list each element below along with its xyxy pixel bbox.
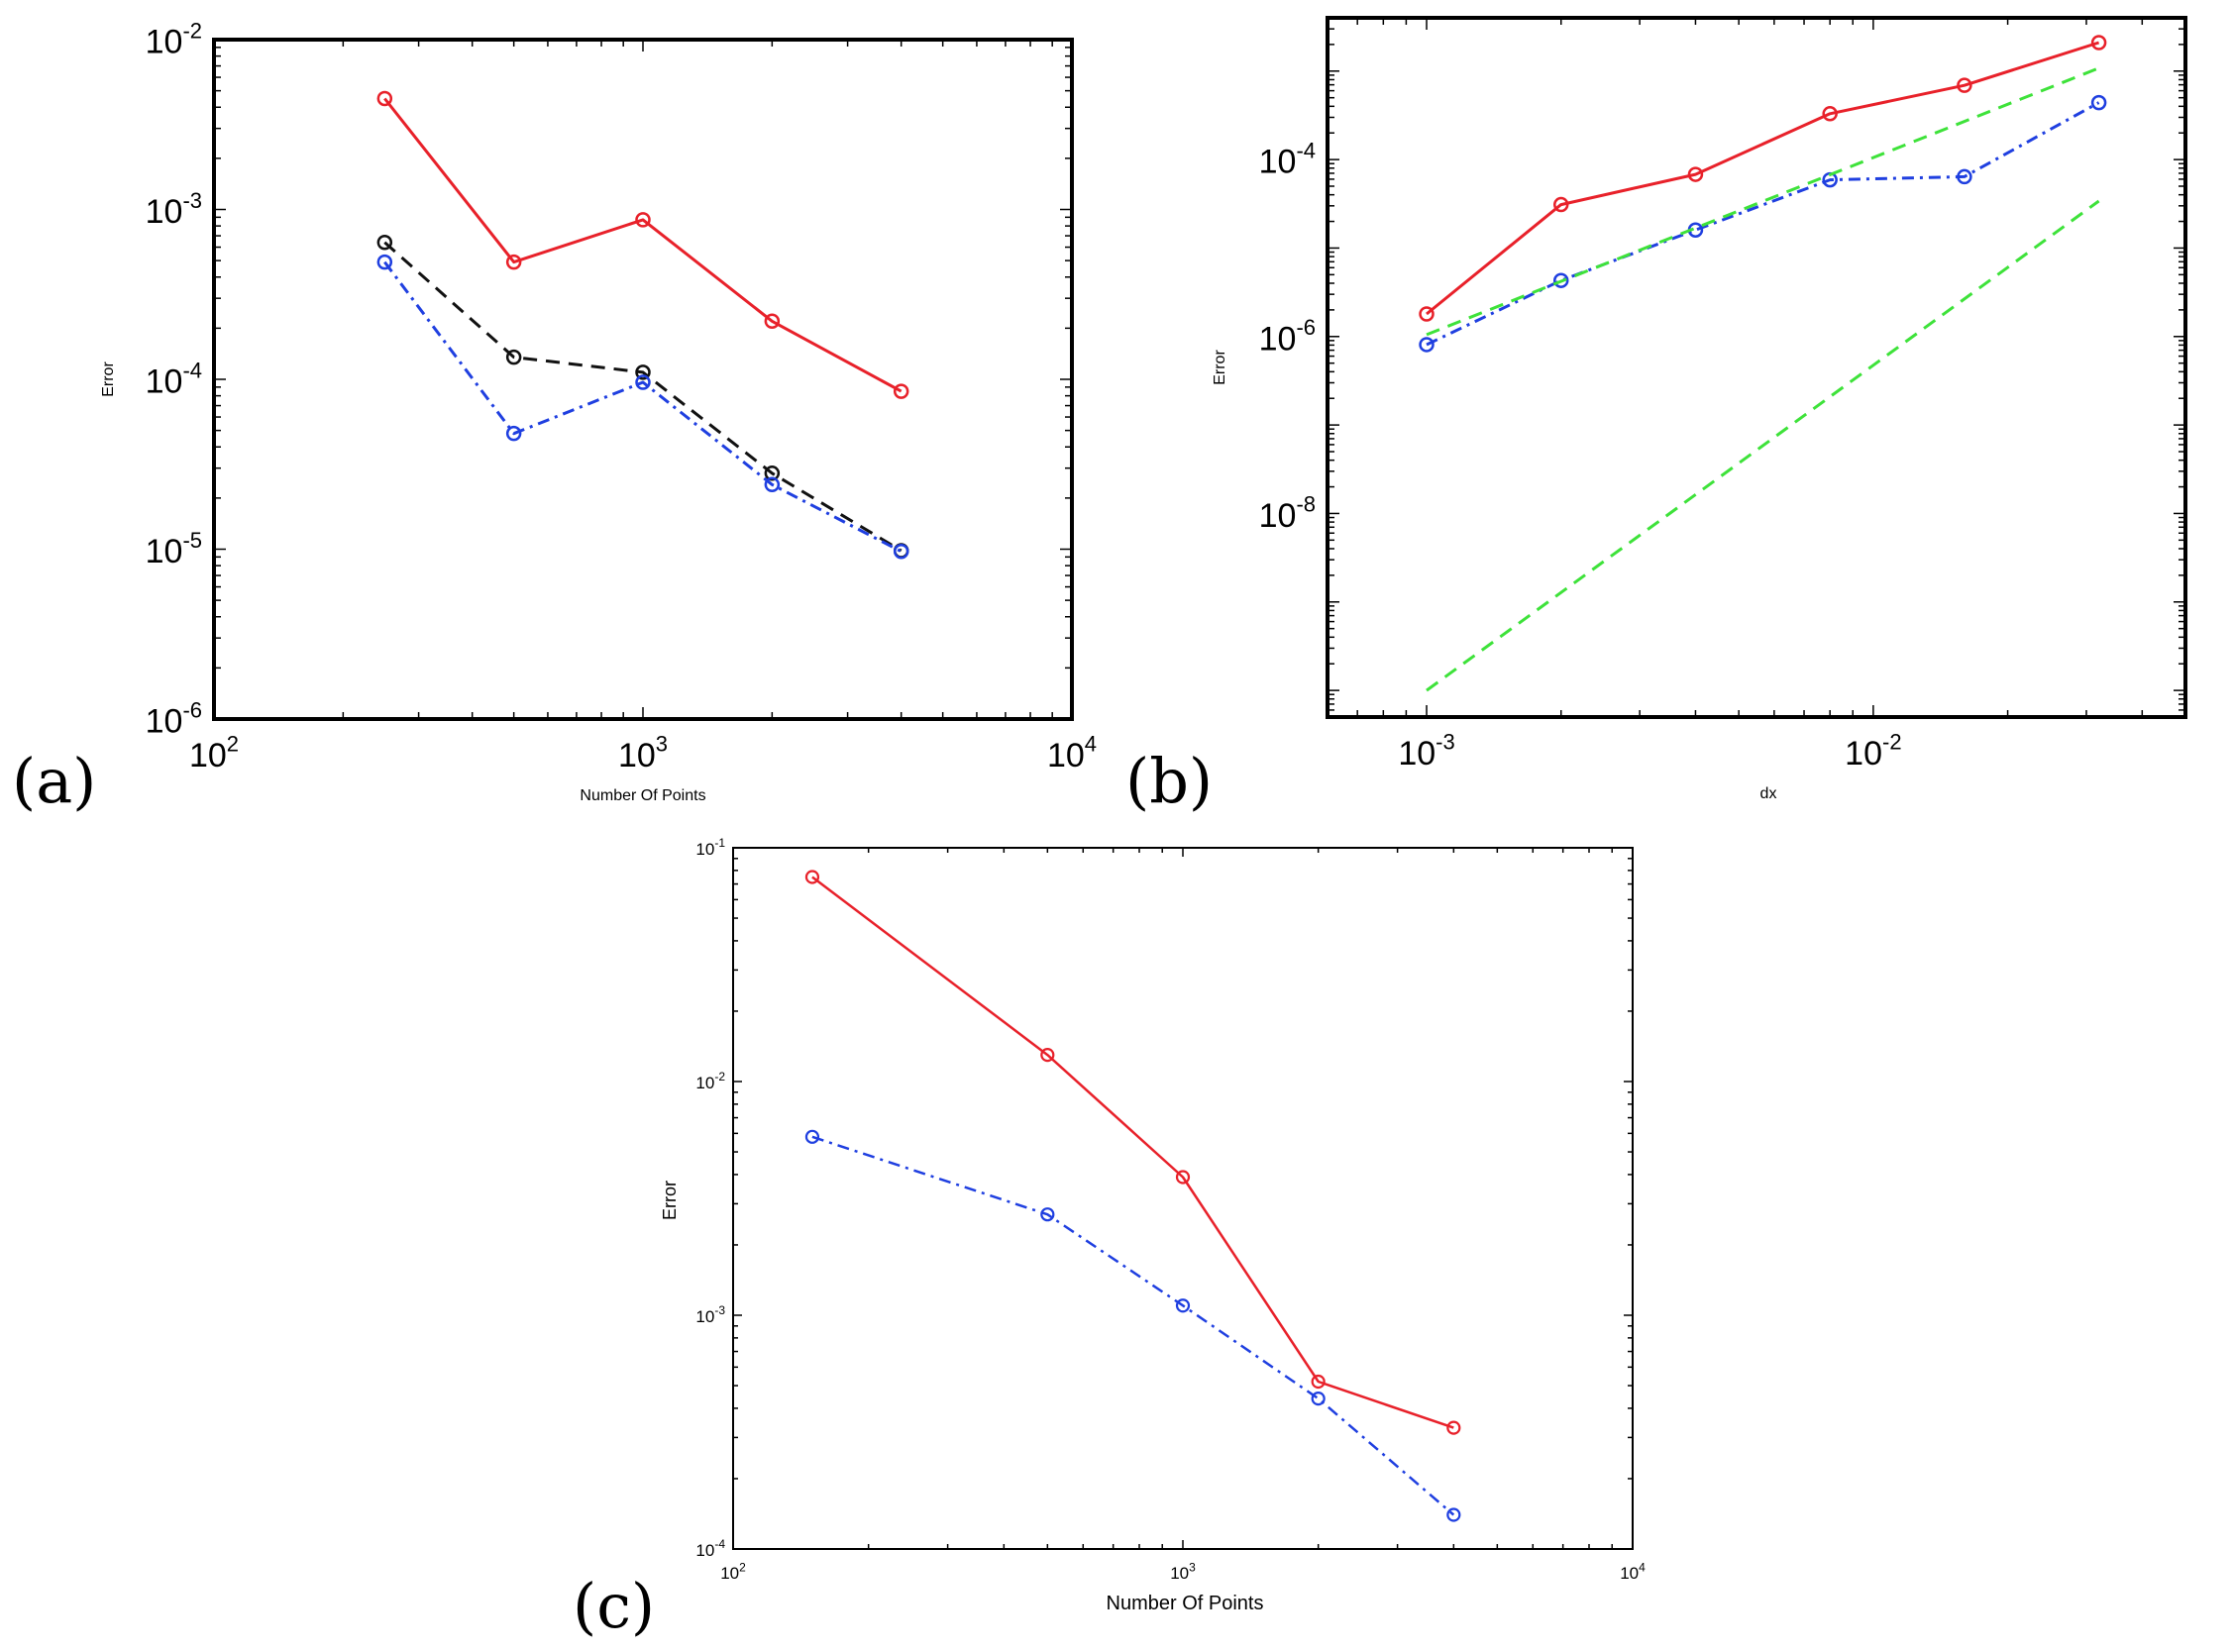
axis-ticks <box>732 847 1634 1550</box>
x-tick-label: 104 <box>1620 1560 1646 1583</box>
data-point-red <box>1446 1420 1461 1435</box>
y-tick-label: 10-3 <box>695 1303 725 1326</box>
series-line-red <box>811 876 1454 1429</box>
data-series <box>1419 35 2107 692</box>
data-point-red <box>505 254 522 270</box>
data-series <box>804 870 1461 1522</box>
x-tick-label: 104 <box>1047 732 1097 774</box>
data-point-red <box>764 313 781 330</box>
x-axis-label: Number Of Points <box>1107 1593 1264 1614</box>
data-point-red <box>1822 106 1838 122</box>
data-point-blue <box>635 374 651 390</box>
tick-labels: 102 103 104 10-6 10-5 10-4 10-3 10-2 <box>146 18 1097 774</box>
x-tick-label: 103 <box>1170 1560 1196 1583</box>
y-axis-label: Error <box>660 1181 680 1220</box>
data-point-black <box>376 234 393 251</box>
data-point-red <box>1175 1170 1191 1185</box>
x-tick-label: 10-3 <box>1398 730 1454 773</box>
axis-ticks <box>213 39 1073 720</box>
data-point-red <box>893 383 909 399</box>
tick-labels: 102 103 104 10-4 10-3 10-2 10-1 <box>695 836 1646 1583</box>
data-point-blue <box>505 425 522 442</box>
y-tick-label: 10-2 <box>146 18 202 60</box>
series-line-green-reference-2 <box>1426 199 2100 692</box>
x-tick-label: 102 <box>720 1560 746 1583</box>
data-point-red <box>804 870 820 884</box>
y-tick-label: 10-1 <box>695 836 725 859</box>
tick-labels: 10-3 10-2 10-8 10-6 10-4 <box>1259 138 1902 773</box>
data-point-blue <box>1040 1207 1055 1222</box>
series-line-blue <box>383 260 903 554</box>
panel-c: 102 103 104 10-4 10-3 10-2 10-1 Number Of Poin… <box>573 836 1646 1642</box>
y-tick-label: 10-5 <box>146 528 202 570</box>
data-point-blue <box>376 254 393 270</box>
x-axis-label: dx <box>1760 785 1777 802</box>
data-point-black <box>635 364 651 380</box>
series-line-green-reference-1 <box>1426 66 2100 337</box>
data-point-red <box>1552 196 1569 213</box>
data-point-blue <box>893 544 909 560</box>
panel-label: (c) <box>573 1570 655 1642</box>
x-axis-label: Number Of Points <box>580 787 705 804</box>
panel-a: 102 103 104 10-6 10-5 10-4 10-3 10-2 Number Of … <box>12 18 1097 817</box>
data-point-red <box>1311 1374 1326 1390</box>
data-point-red <box>1419 306 1435 322</box>
data-point-red <box>2090 35 2107 51</box>
data-point-blue <box>804 1129 820 1144</box>
y-tick-label: 10-3 <box>146 188 202 231</box>
axis-ticks <box>1327 17 2186 718</box>
series-line-black <box>383 241 903 553</box>
data-point-red <box>1040 1048 1055 1063</box>
data-point-blue <box>764 476 781 493</box>
series-line-blue <box>1426 101 2100 347</box>
y-axis-label: Error <box>100 361 117 397</box>
panel-label: (b) <box>1125 745 1213 817</box>
data-point-red <box>635 212 651 228</box>
data-point-blue <box>1311 1392 1326 1406</box>
data-point-red <box>1687 166 1704 182</box>
y-axis-label: Error <box>1212 350 1228 385</box>
data-point-black <box>505 349 522 365</box>
series-line-red <box>383 97 903 393</box>
y-tick-label: 10-4 <box>695 1537 725 1560</box>
x-tick-label: 10-2 <box>1845 730 1901 773</box>
plot-frame <box>1326 16 2187 719</box>
y-tick-label: 10-6 <box>1259 315 1316 358</box>
data-point-blue <box>1419 337 1435 353</box>
data-point-blue <box>1552 272 1569 288</box>
x-tick-label: 103 <box>618 732 668 774</box>
x-tick-label: 102 <box>189 732 239 774</box>
y-tick-label: 10-6 <box>146 697 202 740</box>
data-point-blue <box>1957 168 1972 185</box>
data-series <box>376 90 909 560</box>
data-point-blue <box>1175 1298 1191 1313</box>
data-point-red <box>1957 77 1972 93</box>
series-line-blue <box>811 1135 1455 1516</box>
plot-frame <box>732 847 1634 1550</box>
y-tick-label: 10-8 <box>1259 492 1316 535</box>
y-tick-label: 10-4 <box>1259 138 1316 180</box>
series-line-red <box>1426 41 2100 316</box>
panel-b: 10-3 10-2 10-8 10-6 10-4 dx Error (b) <box>1125 16 2187 817</box>
data-point-blue <box>1446 1507 1461 1522</box>
data-point-red <box>376 90 393 107</box>
panel-label: (a) <box>12 745 96 817</box>
y-tick-label: 10-4 <box>146 358 202 400</box>
y-tick-label: 10-2 <box>695 1070 725 1092</box>
data-point-black <box>764 465 781 481</box>
data-point-blue <box>2090 94 2107 111</box>
